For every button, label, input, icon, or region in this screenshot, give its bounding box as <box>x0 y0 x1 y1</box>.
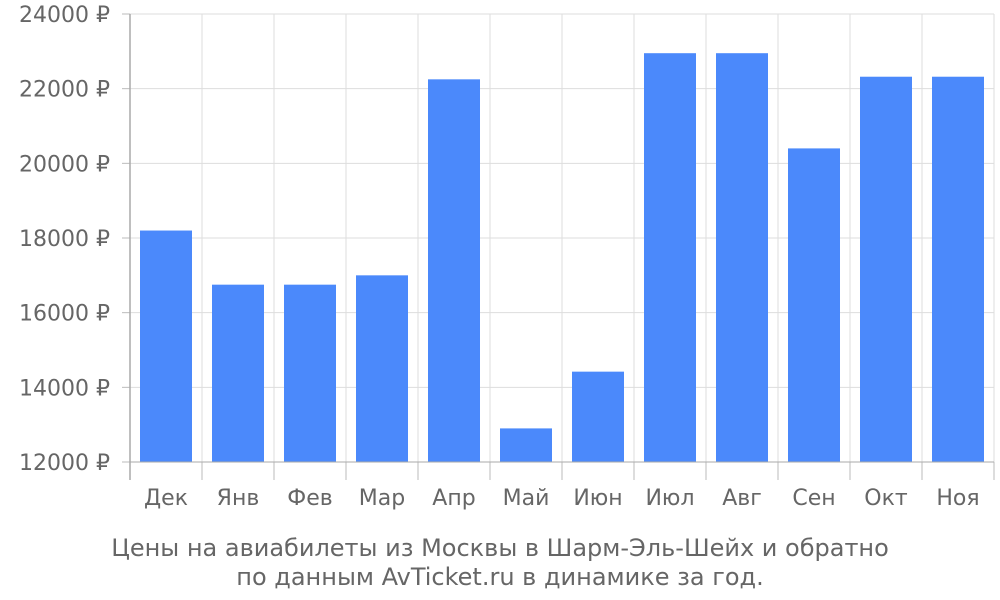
y-tick-label: 18000 ₽ <box>19 227 110 252</box>
bar <box>860 76 912 462</box>
x-axis-ticks: Дек Янв Фев Мар Апр Май Июн Июл Авг Сен Окт Ноя <box>144 486 980 511</box>
y-tick-label: 16000 ₽ <box>19 302 110 327</box>
y-tick-label: 20000 ₽ <box>19 152 110 177</box>
x-tick-label: Дек <box>144 486 188 511</box>
bar <box>572 371 624 462</box>
bar-chart: 12000 ₽ 14000 ₽ 16000 ₽ 18000 ₽ 20000 ₽ 22000… <box>19 3 995 511</box>
x-tick-label: Апр <box>432 486 475 511</box>
bar <box>500 428 552 462</box>
bar <box>284 284 336 462</box>
bar <box>932 76 984 462</box>
grid <box>129 13 995 463</box>
bar <box>212 284 264 462</box>
axes <box>122 13 995 480</box>
y-axis-ticks: 12000 ₽ 14000 ₽ 16000 ₽ 18000 ₽ 20000 ₽ 22000… <box>19 3 110 476</box>
x-tick-label: Май <box>503 486 550 511</box>
x-tick-label: Ноя <box>936 486 979 511</box>
bar <box>356 275 408 462</box>
x-tick-label: Июл <box>645 486 694 511</box>
bars <box>140 53 984 462</box>
bar <box>788 148 840 462</box>
bar <box>716 53 768 462</box>
x-tick-label: Авг <box>722 486 762 511</box>
bar <box>140 230 192 462</box>
x-tick-label: Июн <box>573 486 622 511</box>
x-tick-label: Мар <box>359 486 405 511</box>
chart-caption-line-1: Цены на авиабилеты из Москвы в Шарм-Эль-… <box>111 534 889 562</box>
y-tick-label: 14000 ₽ <box>19 376 110 401</box>
y-tick-label: 22000 ₽ <box>19 78 110 103</box>
x-tick-label: Сен <box>792 486 835 511</box>
x-tick-label: Фев <box>287 486 332 511</box>
x-tick-label: Янв <box>217 486 260 511</box>
y-tick-label: 12000 ₽ <box>19 451 110 476</box>
chart-caption-line-2: по данным AvTicket.ru в динамике за год. <box>236 563 764 591</box>
x-tick-label: Окт <box>864 486 908 511</box>
bar <box>428 79 480 462</box>
bar <box>644 53 696 462</box>
y-tick-label: 24000 ₽ <box>19 3 110 28</box>
